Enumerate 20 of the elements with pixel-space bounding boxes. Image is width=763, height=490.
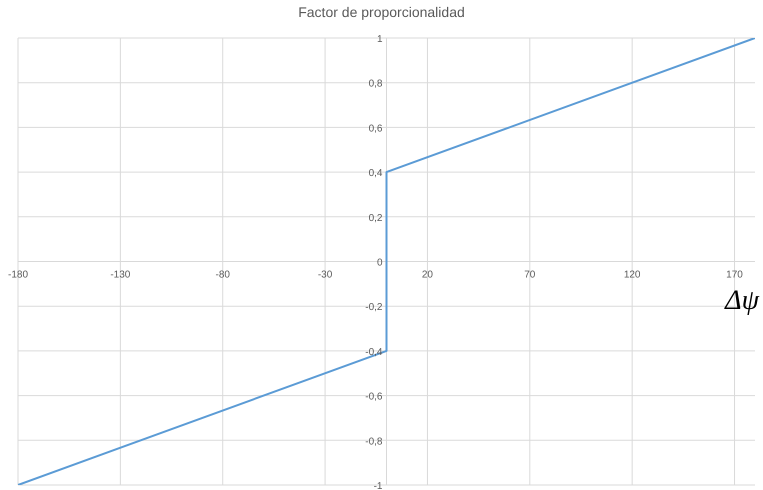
- y-tick-label: 1: [376, 34, 383, 45]
- y-tick-label: 0,8: [368, 78, 383, 90]
- y-tick-label: 0: [376, 258, 383, 268]
- x-tick-label: 20: [422, 270, 434, 280]
- x-axis-title: Δψ: [725, 285, 759, 317]
- x-tick-label: 120: [624, 270, 641, 280]
- x-tick-label: -30: [318, 270, 333, 280]
- y-tick-label: -0,2: [365, 302, 383, 314]
- y-tick-label: 0,2: [368, 212, 383, 224]
- x-tick-label: -80: [215, 270, 230, 280]
- y-tick-label: -0,6: [365, 392, 383, 403]
- y-tick-label: -0,8: [365, 436, 383, 448]
- x-tick-label: -130: [110, 270, 131, 280]
- y-tick-label: -1: [374, 481, 383, 490]
- x-tick-label: 170: [726, 270, 744, 280]
- chart-title: Factor de proporcionalidad: [297, 4, 466, 20]
- y-tick-label: 0,4: [368, 168, 383, 180]
- x-tick-label: 70: [524, 270, 536, 280]
- y-tick-label: 0,6: [368, 123, 383, 134]
- x-tick-label: -180: [8, 270, 28, 280]
